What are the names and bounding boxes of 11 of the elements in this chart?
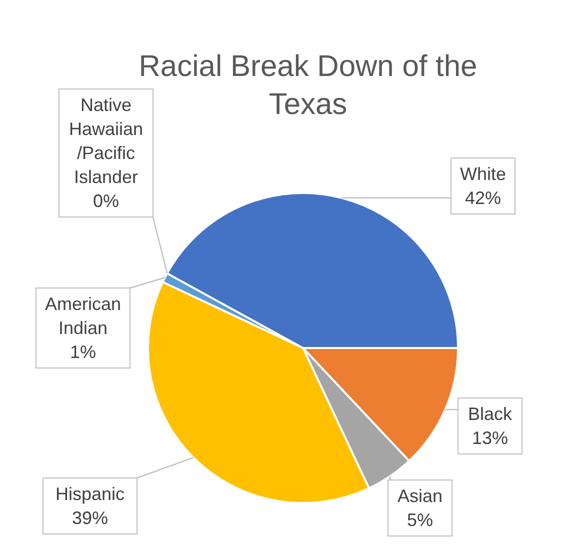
slice-label: Hispanic [55, 484, 125, 504]
slice-label: White [460, 164, 506, 184]
data-label: 13% [472, 428, 508, 448]
slice-label: American Indian [44, 294, 122, 338]
slice-label: Asian [397, 486, 443, 506]
data-label: 39% [72, 508, 108, 528]
slice-label: Black [468, 404, 514, 424]
data-label: 5% [406, 510, 434, 530]
text: 0% [92, 191, 120, 211]
data-label: 1% [70, 342, 96, 362]
data-label: 42% [464, 188, 502, 208]
